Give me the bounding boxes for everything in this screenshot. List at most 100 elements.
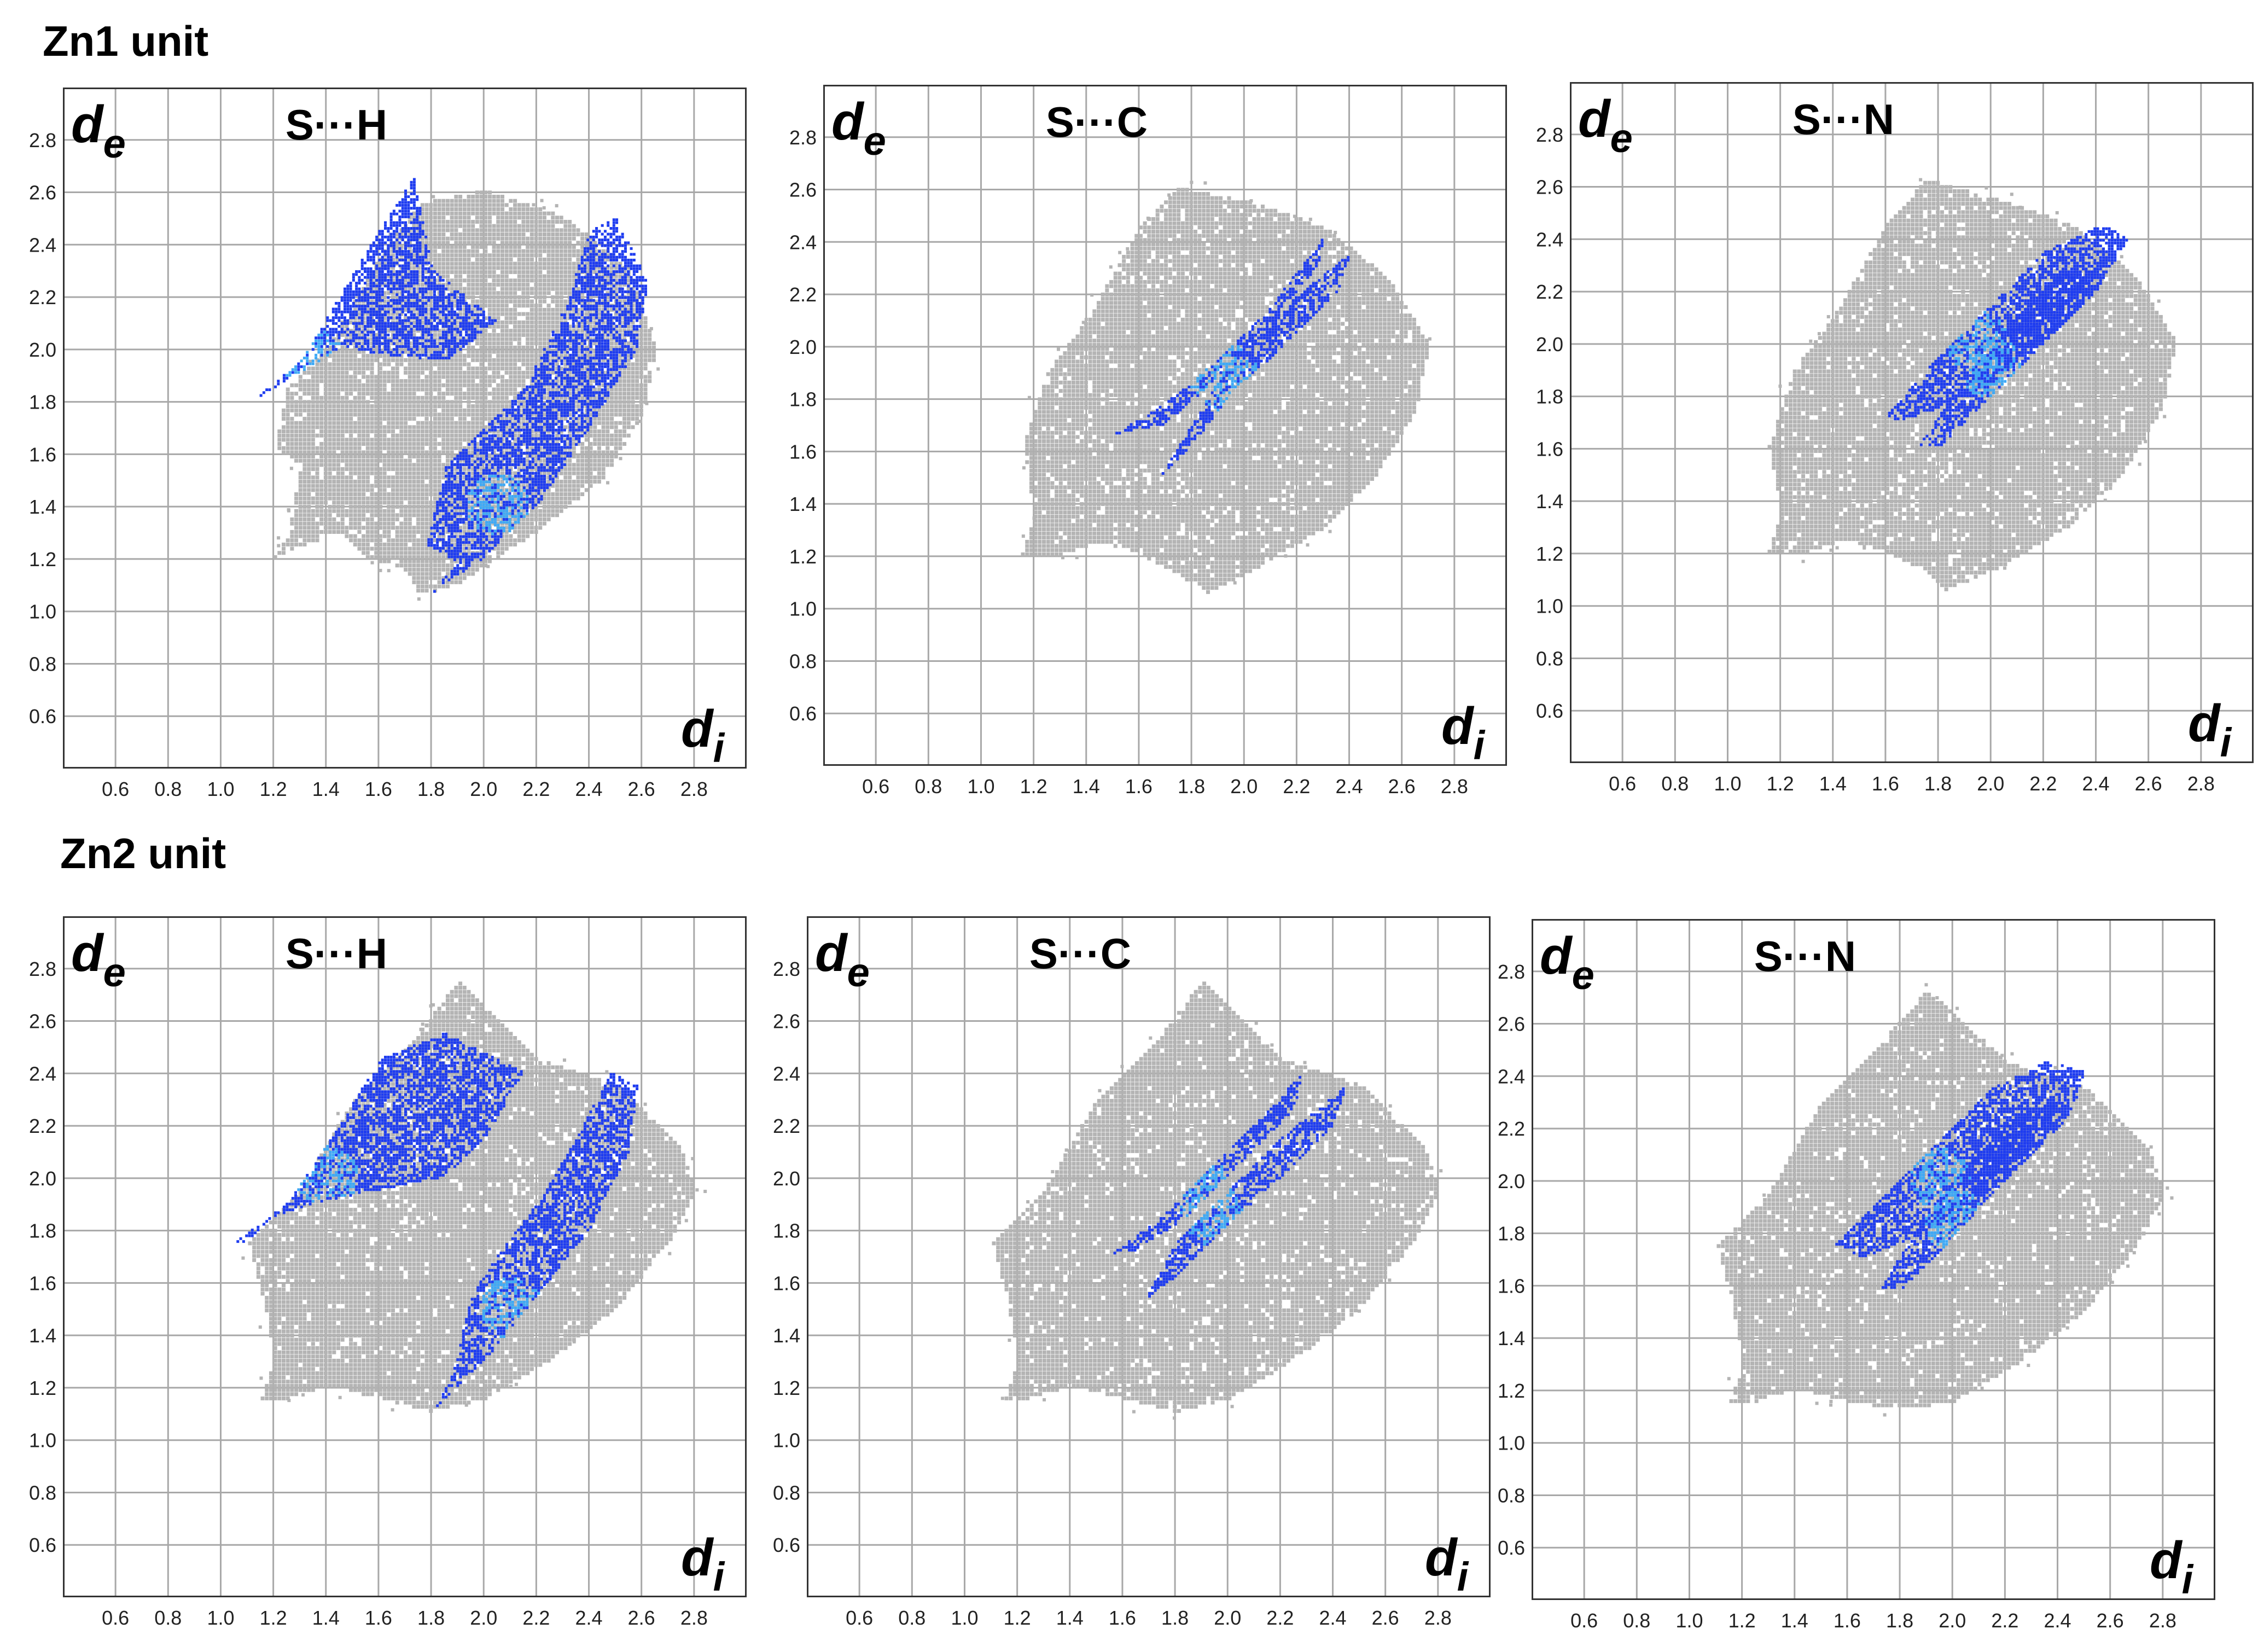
bg-point: [500, 325, 504, 329]
bg-point: [332, 442, 336, 446]
bg-point: [492, 412, 496, 416]
bg-point: [433, 379, 437, 383]
bg-point: [332, 375, 336, 379]
bg-point: [484, 379, 487, 383]
bg-point: [585, 446, 589, 450]
bg-point: [357, 497, 361, 501]
bg-point: [341, 438, 345, 441]
bg-point: [345, 367, 348, 370]
bg-point: [526, 375, 529, 379]
bg-point: [332, 396, 336, 400]
bg-point: [370, 492, 374, 496]
bg-point: [505, 283, 509, 287]
bg-point: [399, 480, 403, 484]
bg-point: [521, 526, 525, 530]
bg-point: [425, 442, 429, 446]
bg-point: [526, 241, 529, 245]
bg-point: [551, 321, 555, 324]
bg-point: [307, 526, 311, 530]
bg-point: [408, 484, 412, 488]
bg-point: [374, 522, 378, 526]
bg-point: [336, 459, 340, 463]
bg-point: [374, 400, 378, 404]
bg-point: [341, 517, 345, 521]
bg-point: [513, 287, 517, 291]
bg-point: [500, 304, 504, 307]
bg-point: [299, 450, 302, 454]
bg-point: [425, 438, 429, 441]
bg-point: [353, 362, 357, 366]
bg-point: [421, 517, 424, 521]
bg-point: [399, 383, 403, 387]
bg-point: [282, 450, 286, 454]
bg-point: [319, 362, 323, 366]
bg-point: [534, 333, 538, 337]
bg-point: [454, 392, 458, 395]
bg-point: [560, 241, 563, 245]
bg-point: [379, 409, 382, 412]
bg-point: [538, 509, 542, 513]
bg-point: [421, 442, 424, 446]
bg-point: [463, 429, 467, 433]
bg-point: [429, 475, 433, 479]
bg-point: [492, 270, 496, 274]
bg-point: [496, 547, 500, 551]
bg-point: [429, 228, 433, 232]
bg-point: [458, 362, 462, 366]
bg-point: [450, 249, 454, 253]
bg-point: [496, 387, 500, 391]
bg-point: [560, 497, 563, 501]
bg-point: [547, 249, 551, 253]
bg-point: [286, 438, 290, 441]
bg-point: [332, 450, 336, 454]
bg-point: [563, 291, 567, 295]
bg-point: [387, 438, 391, 441]
bg-point: [576, 253, 580, 257]
bg-point: [534, 308, 538, 312]
bg-point: [395, 387, 399, 391]
bg-point: [429, 224, 433, 228]
bg-point: [526, 312, 529, 316]
bg-point: [517, 266, 521, 270]
bg-point: [530, 367, 534, 370]
bg-point: [441, 245, 445, 249]
bg-point: [341, 333, 345, 337]
bg-point: [362, 371, 365, 375]
bg-point: [341, 501, 345, 504]
bg-point: [488, 228, 492, 232]
bg-point: [319, 517, 323, 521]
bg-point: [458, 387, 462, 391]
bg-point: [425, 551, 429, 555]
bg-point: [543, 341, 546, 345]
bg-point: [319, 480, 323, 484]
bg-point: [379, 387, 382, 391]
bg-point: [316, 475, 319, 479]
bg-point: [480, 291, 484, 295]
bg-point: [366, 538, 370, 542]
bg-point: [509, 350, 513, 354]
bg-point: [404, 278, 408, 282]
bg-point: [547, 321, 551, 324]
bg-point: [395, 472, 399, 475]
bg-point: [471, 195, 475, 199]
bg-point: [488, 325, 492, 329]
bg-point: [433, 421, 437, 425]
bg-point: [341, 480, 345, 484]
bg-point: [357, 526, 361, 530]
bg-point: [450, 450, 454, 454]
bg-point: [357, 409, 361, 412]
bg-point: [438, 387, 441, 391]
bg-point: [294, 543, 298, 546]
bg-point: [496, 228, 500, 232]
bg-point: [319, 379, 323, 383]
bg-point: [526, 517, 529, 521]
bg-point: [433, 455, 437, 458]
bg-point: [412, 534, 416, 538]
bg-point: [429, 551, 433, 555]
bg-point: [416, 555, 420, 559]
bg-point: [374, 446, 378, 450]
bg-point: [387, 513, 391, 517]
bg-point: [496, 308, 500, 312]
bg-point: [370, 442, 374, 446]
bg-point: [513, 232, 517, 236]
